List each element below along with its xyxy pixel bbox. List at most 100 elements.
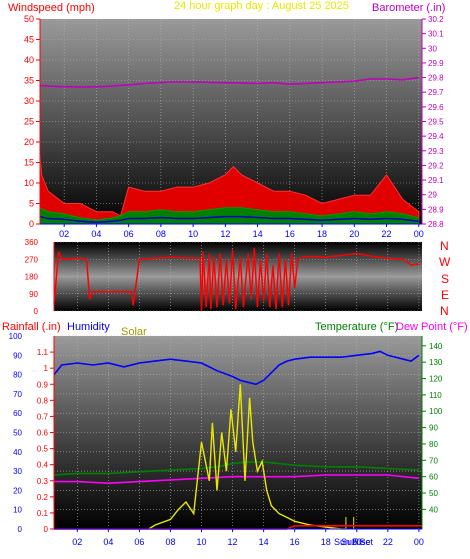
- rain-y-tick-label: 0.1: [37, 509, 49, 518]
- rainfall-axis-label: Rainfall (.in): [2, 321, 61, 333]
- wind-x-tick-label: 02: [59, 229, 69, 239]
- wind-y-tick-label: 40: [24, 55, 34, 65]
- rain-y-tick-label: 0.2: [37, 493, 49, 502]
- wind-x-tick-label: 10: [188, 229, 198, 239]
- temp-y-tick-label: 80: [429, 440, 438, 449]
- rain-y-tick-label: 0.8: [37, 396, 49, 405]
- compass-label-e: E: [441, 288, 449, 302]
- weather-x-tick-label: 12: [228, 537, 238, 547]
- rain-y-tick-label: 0.9: [37, 380, 49, 389]
- weather-x-tick-label: 06: [134, 537, 144, 547]
- temp-y-tick-label: 140: [429, 342, 443, 351]
- axis-layer: 0510152025303540455028.828.92929.129.229…: [9, 14, 444, 547]
- barometer-y-tick-label: 30: [428, 44, 437, 53]
- barometer-y-tick-label: 29.3: [428, 147, 444, 156]
- direction-y-tick-label: 360: [25, 238, 39, 247]
- barometer-y-tick-label: 29.7: [428, 88, 444, 97]
- wind-y-tick-label: 30: [24, 96, 34, 106]
- wind-y-tick-label: 50: [24, 14, 34, 24]
- humidity-y-tick-label: 80: [13, 371, 22, 380]
- barometer-y-tick-label: 29.8: [428, 74, 444, 83]
- temperature-axis-label: Temperature (°F): [315, 321, 398, 333]
- barometer-line: [39, 76, 419, 88]
- rain-y-tick-label: 0.6: [37, 429, 49, 438]
- barometer-y-tick-label: 30.1: [428, 30, 444, 39]
- wind-x-tick-label: 16: [285, 229, 295, 239]
- temp-y-tick-label: 70: [429, 456, 438, 465]
- barometer-y-tick-label: 28.9: [428, 205, 444, 214]
- barometer-y-tick-label: 29: [428, 191, 437, 200]
- weather-x-tick-label: 02: [72, 537, 82, 547]
- direction-y-tick-label: 180: [25, 273, 39, 282]
- humidity-y-tick-label: 60: [13, 409, 22, 418]
- humidity-y-tick-label: 10: [13, 506, 22, 515]
- solar-line: [148, 384, 346, 530]
- wind-x-tick-label: 14: [253, 229, 263, 239]
- rain-y-tick-label: 0.7: [37, 412, 49, 421]
- windspeed-axis-label: Windspeed (mph): [8, 2, 95, 14]
- compass-label-w: W: [439, 255, 451, 269]
- temp-y-tick-label: 120: [429, 375, 443, 384]
- weather-x-tick-label: 16: [290, 537, 300, 547]
- gust-area: [39, 154, 420, 225]
- rain-y-tick-label: 1: [44, 364, 49, 373]
- sunset-label: Sun Set: [341, 537, 374, 547]
- barometer-y-tick-label: 28.8: [428, 220, 444, 229]
- humidity-line: [53, 350, 420, 386]
- humidity-y-tick-label: 20: [13, 486, 22, 495]
- wind-y-tick-label: 45: [24, 35, 34, 45]
- humidity-y-tick-label: 100: [9, 332, 23, 341]
- humidity-y-tick-label: 90: [13, 351, 22, 360]
- barometer-y-tick-label: 29.1: [428, 176, 444, 185]
- compass-label-n-top: N: [440, 239, 449, 253]
- barometer-y-tick-label: 29.9: [428, 59, 444, 68]
- barometer-y-tick-label: 29.5: [428, 118, 444, 127]
- weather-x-tick-label: 00: [414, 537, 424, 547]
- wind-x-tick-label: 18: [317, 229, 327, 239]
- wind-x-tick-label: 04: [91, 229, 101, 239]
- temperature-line: [53, 461, 419, 476]
- barometer-y-tick-label: 30.2: [428, 15, 444, 24]
- weather-x-tick-label: 04: [103, 537, 113, 547]
- direction-y-tick-label: 0: [34, 307, 39, 316]
- wind-x-tick-label: 12: [220, 229, 230, 239]
- wind-y-tick-label: 20: [24, 137, 34, 147]
- weather-x-tick-label: 08: [165, 537, 175, 547]
- wind-y-tick-label: 5: [29, 199, 34, 209]
- temp-y-tick-label: 90: [429, 424, 438, 433]
- wind-x-tick-label: 20: [349, 229, 359, 239]
- humidity-y-tick-label: 50: [13, 429, 22, 438]
- wind-y-tick-label: 0: [29, 219, 34, 229]
- temp-y-tick-label: 110: [429, 391, 442, 400]
- wind-y-tick-label: 15: [24, 158, 34, 168]
- wind-y-tick-label: 25: [24, 117, 34, 127]
- rain-y-tick-label: 0.3: [37, 477, 49, 486]
- humidity-y-tick-label: 40: [13, 448, 22, 457]
- temp-y-tick-label: 100: [429, 407, 443, 416]
- barometer-y-tick-label: 29.4: [428, 132, 444, 141]
- direction-y-tick-label: 90: [29, 290, 38, 299]
- rain-y-tick-label: 0: [44, 525, 49, 534]
- direction-y-tick-label: 270: [25, 255, 39, 264]
- temp-y-tick-label: 60: [429, 473, 438, 482]
- wind-y-tick-label: 35: [24, 76, 34, 86]
- weather-x-tick-label: 18: [321, 537, 331, 547]
- compass-label-n-bottom: N: [440, 304, 449, 318]
- sunrise-label: Sun Rise: [334, 537, 371, 547]
- compass-label-s: S: [441, 272, 449, 286]
- temp-y-tick-label: 40: [429, 505, 438, 514]
- weather-x-tick-label: 20: [352, 537, 362, 547]
- temp-y-tick-label: 130: [429, 358, 443, 367]
- weather-x-tick-label: 10: [197, 537, 207, 547]
- solar-axis-label: Solar: [121, 326, 147, 338]
- dewpoint-line: [54, 474, 419, 485]
- grid-layer: [40, 18, 422, 530]
- wind-y-tick-label: 10: [24, 178, 34, 188]
- humidity-y-tick-label: 0: [18, 525, 23, 534]
- dewpoint-axis-label: Dew Point (°F): [396, 321, 468, 333]
- barometer-axis-label: Barometer (.in): [372, 2, 445, 14]
- weather-x-tick-label: 22: [383, 537, 393, 547]
- barometer-y-tick-label: 29.6: [428, 103, 444, 112]
